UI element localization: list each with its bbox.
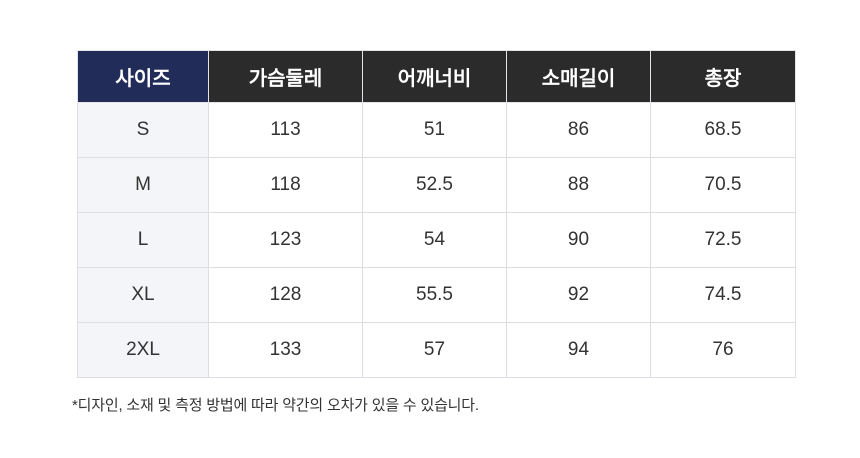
chest-value: 123 — [208, 212, 363, 268]
size-label: 2XL — [77, 322, 209, 378]
table-row: 2XL 133 57 94 76 — [77, 322, 796, 378]
sleeve-value: 92 — [506, 267, 651, 323]
sleeve-value: 86 — [506, 102, 651, 158]
size-label: S — [77, 102, 209, 158]
table-row: XL 128 55.5 92 74.5 — [77, 267, 796, 323]
table-row: M 118 52.5 88 70.5 — [77, 157, 796, 213]
chest-value: 118 — [208, 157, 363, 213]
shoulder-value: 57 — [362, 322, 507, 378]
shoulder-value: 51 — [362, 102, 507, 158]
sleeve-value: 88 — [506, 157, 651, 213]
table-header-row: 사이즈 가슴둘레 어깨너비 소매길이 총장 — [77, 50, 796, 103]
length-value: 68.5 — [650, 102, 796, 158]
chest-value: 133 — [208, 322, 363, 378]
size-chart-table: 사이즈 가슴둘레 어깨너비 소매길이 총장 S 113 51 86 68.5 M… — [77, 50, 796, 378]
length-value: 76 — [650, 322, 796, 378]
size-guide-section: 사이즈 가슴둘레 어깨너비 소매길이 총장 S 113 51 86 68.5 M… — [72, 50, 796, 414]
table-row: S 113 51 86 68.5 — [77, 102, 796, 158]
size-label: L — [77, 212, 209, 268]
sleeve-value: 94 — [506, 322, 651, 378]
table-row: L 123 54 90 72.5 — [77, 212, 796, 268]
column-header-size: 사이즈 — [77, 50, 209, 103]
length-value: 70.5 — [650, 157, 796, 213]
column-header-length: 총장 — [650, 50, 796, 103]
column-header-chest: 가슴둘레 — [208, 50, 363, 103]
length-value: 72.5 — [650, 212, 796, 268]
chest-value: 128 — [208, 267, 363, 323]
column-header-shoulder: 어깨너비 — [362, 50, 507, 103]
size-label: M — [77, 157, 209, 213]
measurement-disclaimer: *디자인, 소재 및 측정 방법에 따라 약간의 오차가 있을 수 있습니다. — [72, 397, 479, 414]
column-header-sleeve: 소매길이 — [506, 50, 651, 103]
shoulder-value: 54 — [362, 212, 507, 268]
chest-value: 113 — [208, 102, 363, 158]
size-label: XL — [77, 267, 209, 323]
shoulder-value: 55.5 — [362, 267, 507, 323]
length-value: 74.5 — [650, 267, 796, 323]
sleeve-value: 90 — [506, 212, 651, 268]
shoulder-value: 52.5 — [362, 157, 507, 213]
